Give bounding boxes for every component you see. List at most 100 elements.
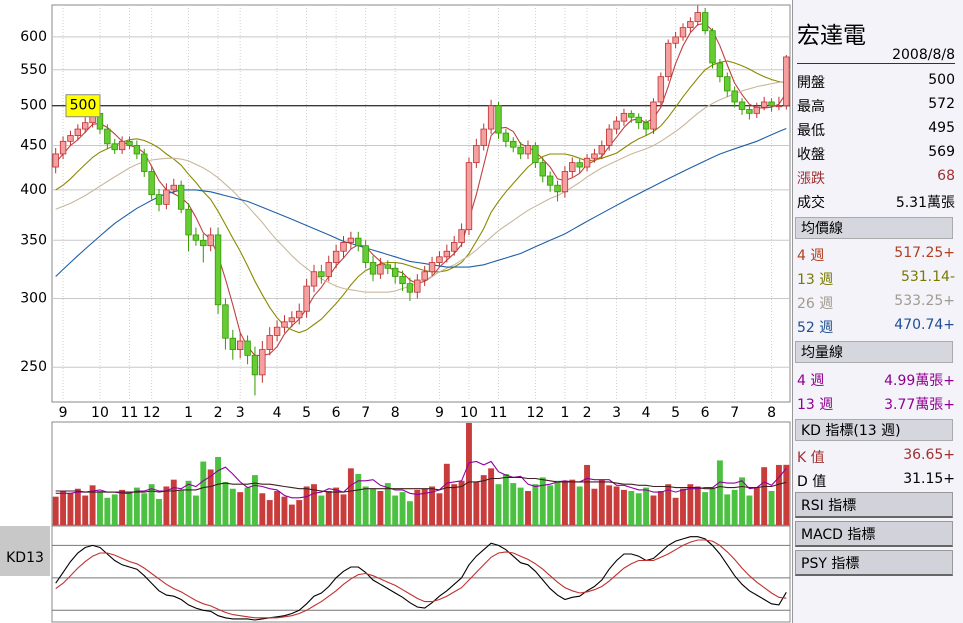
volume-bar: [746, 495, 753, 525]
candle-body: [82, 122, 89, 130]
candle-body: [207, 234, 214, 247]
volume-bar: [288, 504, 295, 525]
row-label: K 值: [797, 450, 825, 466]
volume-bar: [680, 488, 686, 525]
candle-body: [266, 335, 273, 350]
candle-body: [451, 242, 458, 252]
candle-body: [502, 132, 510, 142]
candle-body: [281, 321, 288, 328]
row-label: 漲跌: [797, 171, 825, 187]
section-header: 均價線: [795, 217, 953, 239]
candle-body: [288, 317, 296, 323]
row-label: 52 週: [797, 320, 834, 336]
x-tick-label: 2: [583, 405, 592, 421]
volume-bar: [97, 491, 103, 525]
candle-body: [251, 354, 259, 376]
ma-line: [55, 460, 787, 499]
row-label: D 值: [797, 474, 827, 490]
candle-body: [628, 112, 635, 118]
candle-body: [620, 112, 628, 122]
x-tick-label: 7: [361, 405, 370, 421]
volume-bar: [170, 479, 177, 525]
volume-bar: [163, 486, 170, 525]
volume-bar: [60, 491, 67, 525]
x-tick-label: 3: [236, 405, 245, 421]
volume-bar: [783, 464, 790, 525]
volume-bar: [466, 423, 472, 525]
reference-label: 500: [70, 98, 97, 114]
candle-body: [783, 56, 790, 107]
volume-bar: [384, 483, 391, 525]
indicator-button[interactable]: PSY 指標: [795, 550, 953, 576]
ma-line: [55, 80, 787, 293]
volume-bar: [156, 498, 162, 525]
volume-bar: [709, 487, 716, 525]
indicator-button[interactable]: RSI 指標: [795, 492, 953, 518]
volume-bar: [185, 480, 192, 525]
x-tick-label: 9: [59, 405, 68, 421]
x-tick-label: 8: [391, 405, 400, 421]
kd-label: KD13: [6, 550, 44, 566]
volume-bar: [303, 486, 310, 525]
candle-body: [753, 106, 760, 114]
y-tick-label: 400: [20, 182, 47, 198]
volume-plot: [51, 421, 791, 526]
candle-body: [554, 184, 561, 193]
x-tick-label: 4: [273, 405, 282, 421]
candle-body: [687, 21, 694, 29]
candle-body: [665, 42, 672, 78]
volume-bar: [215, 457, 222, 525]
candle-body: [532, 145, 539, 164]
candle-body: [679, 27, 687, 38]
volume-bar: [52, 496, 59, 525]
volume-bar: [244, 487, 251, 525]
volume-bar: [517, 487, 524, 525]
indicator-button[interactable]: MACD 指標: [795, 521, 953, 547]
candle-body: [244, 340, 251, 356]
x-tick-label: 11: [121, 405, 139, 421]
candle-body: [635, 116, 642, 124]
volume-bar: [502, 474, 509, 525]
volume-bar: [370, 488, 376, 525]
volume-bar: [525, 491, 531, 525]
candle-body: [546, 175, 554, 186]
candle-body: [52, 153, 59, 168]
y-tick-label: 300: [20, 290, 47, 306]
volume-bar: [362, 486, 369, 525]
ma-line: [55, 536, 787, 621]
volume-bar: [67, 493, 74, 525]
row-label: 13 週: [797, 397, 834, 413]
volume-bar: [495, 484, 502, 525]
price-plot: [51, 4, 791, 403]
volume-bar: [761, 467, 768, 525]
volume-bar: [458, 480, 465, 525]
row-value: 5.31萬張: [895, 195, 955, 211]
volume-bar: [643, 487, 650, 525]
volume-bar: [355, 474, 362, 525]
ma-line: [55, 127, 787, 277]
candle-body: [200, 239, 207, 247]
candle-body: [67, 135, 74, 142]
candle-body: [738, 101, 746, 110]
candle-body: [775, 105, 783, 108]
volume-bar: [133, 487, 140, 525]
volume-bar: [192, 495, 199, 525]
volume-bar: [488, 468, 495, 525]
ma-line: [55, 60, 787, 334]
candle-body: [465, 162, 473, 231]
volume-bar: [141, 493, 148, 525]
row-value: 36.65+: [903, 447, 955, 463]
candle-body: [185, 208, 192, 236]
reference-label-box: [65, 94, 101, 118]
volume-bar: [665, 484, 672, 525]
ma-line: [55, 539, 787, 619]
x-tick-label: 5: [671, 405, 680, 421]
row-label: 26 週: [797, 296, 834, 312]
row-label: 13 週: [797, 272, 834, 288]
candle-body: [384, 264, 391, 269]
volume-bar: [628, 491, 635, 525]
volume-bar: [724, 494, 731, 525]
candle-body: [214, 234, 222, 306]
volume-bar: [311, 484, 317, 525]
